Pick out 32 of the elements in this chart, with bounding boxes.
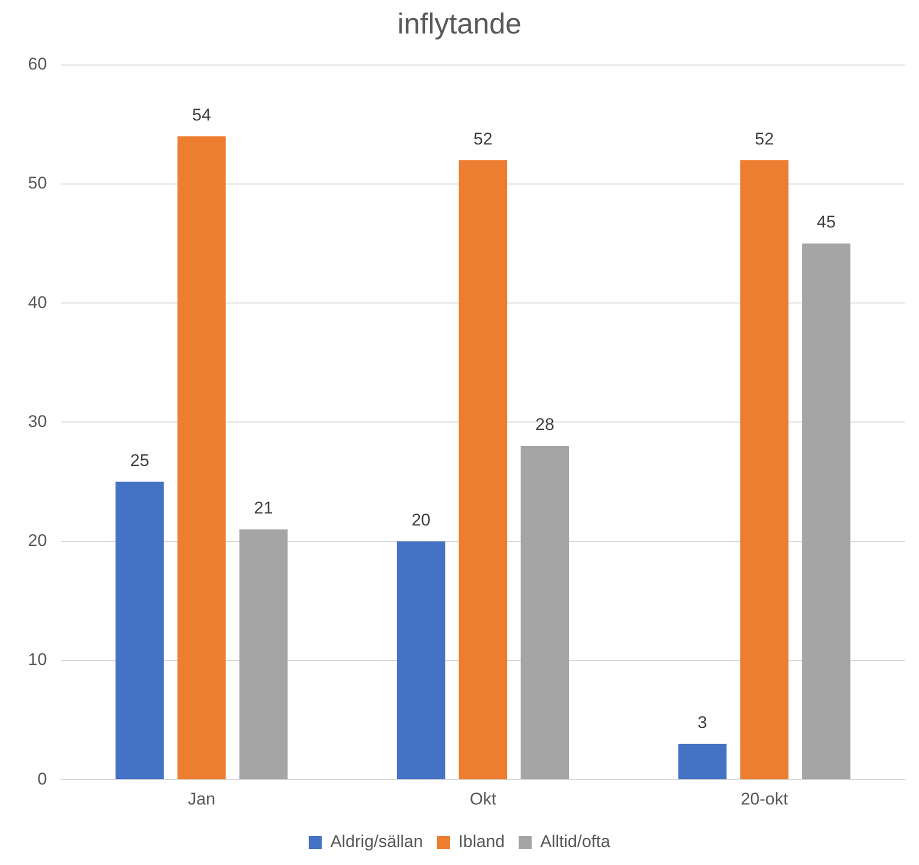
bar	[177, 136, 226, 780]
bar	[396, 541, 446, 780]
bar	[802, 244, 850, 780]
x-tick-label: 20-okt	[740, 789, 788, 808]
y-tick-label: 20	[28, 531, 47, 550]
data-label: 21	[254, 498, 273, 518]
legend-label: Aldrig/sällan	[330, 832, 423, 852]
bar	[520, 446, 569, 780]
data-label: 20	[412, 510, 431, 530]
y-tick-label: 30	[28, 412, 47, 431]
data-label: 3	[698, 713, 708, 732]
y-tick-label: 40	[28, 292, 47, 312]
legend-label: Ibland	[458, 832, 505, 852]
y-tick-label: 0	[37, 769, 47, 788]
data-label: 52	[473, 129, 492, 148]
bar	[458, 160, 508, 780]
bar	[740, 160, 788, 780]
chart-title: inflytande	[397, 8, 522, 40]
bar	[239, 529, 288, 780]
y-tick-label: 60	[28, 54, 47, 74]
bar	[116, 482, 164, 780]
data-label: 25	[130, 450, 150, 470]
data-label: 54	[192, 105, 212, 124]
bar	[678, 744, 727, 780]
y-tick-label: 50	[28, 174, 47, 193]
data-label: 45	[816, 212, 836, 232]
legend-label: Alltid/ofta	[540, 832, 611, 852]
data-label: 28	[535, 415, 554, 434]
x-tick-label: Jan	[188, 789, 216, 808]
y-tick-label: 10	[28, 650, 47, 670]
x-tick-label: Okt	[470, 789, 496, 808]
data-label: 52	[754, 129, 774, 148]
